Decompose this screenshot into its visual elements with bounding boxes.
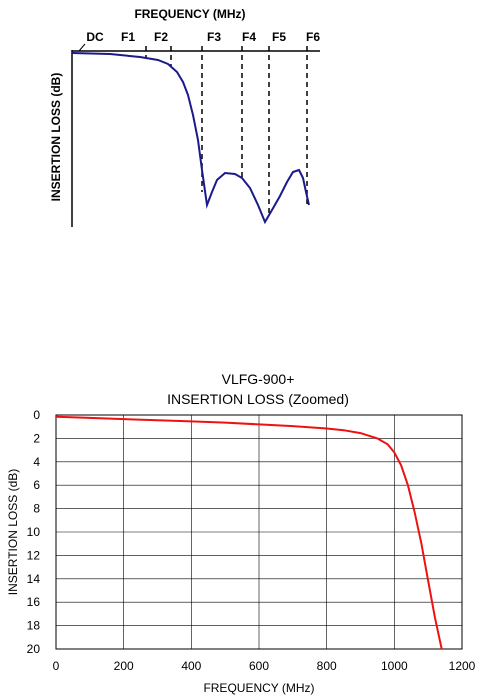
schematic-marker-label: F5 bbox=[272, 30, 286, 44]
y-axis-label: INSERTION LOSS (dB) bbox=[6, 469, 20, 595]
schematic-chart: FREQUENCY (MHz) INSERTION LOSS (dB) DC F1… bbox=[49, 7, 320, 227]
y-tick-label: 12 bbox=[27, 548, 41, 562]
y-tick-label: 18 bbox=[27, 619, 41, 633]
y-tick-label: 14 bbox=[27, 572, 41, 586]
schematic-marker-label: F6 bbox=[306, 30, 320, 44]
x-tick-label: 600 bbox=[249, 659, 269, 673]
schematic-marker-tick bbox=[78, 43, 86, 52]
y-tick-label: 16 bbox=[27, 595, 41, 609]
schematic-marker-label: F2 bbox=[154, 30, 168, 44]
chart-title: VLFG-900+ bbox=[222, 371, 295, 387]
schematic-marker-label: F4 bbox=[242, 30, 256, 44]
schematic-x-axis-label: FREQUENCY (MHz) bbox=[134, 7, 245, 21]
x-axis-label: FREQUENCY (MHz) bbox=[203, 681, 314, 695]
x-tick-label: 1000 bbox=[381, 659, 408, 673]
chart-subtitle: INSERTION LOSS (Zoomed) bbox=[167, 391, 349, 407]
x-tick-label: 800 bbox=[317, 659, 337, 673]
insertion-loss-curve bbox=[56, 415, 443, 649]
y-tick-label: 0 bbox=[33, 408, 40, 422]
y-tick-label: 20 bbox=[27, 642, 41, 656]
y-tick-label: 4 bbox=[33, 455, 40, 469]
y-tick-label: 10 bbox=[27, 525, 41, 539]
x-tick-label: 1200 bbox=[449, 659, 476, 673]
x-tick-label: 400 bbox=[181, 659, 201, 673]
zoomed-chart: VLFG-900+ INSERTION LOSS (Zoomed) 0 2 4 6 8 1… bbox=[6, 371, 476, 695]
y-tick-label: 8 bbox=[33, 502, 40, 516]
schematic-marker-label: F3 bbox=[207, 30, 221, 44]
y-tick-label: 6 bbox=[33, 478, 40, 492]
schematic-y-axis-label: INSERTION LOSS (dB) bbox=[49, 73, 63, 202]
schematic-marker-label: DC bbox=[86, 30, 104, 44]
x-tick-label: 200 bbox=[114, 659, 134, 673]
schematic-marker-label: F1 bbox=[121, 30, 135, 44]
x-tick-label: 0 bbox=[53, 659, 60, 673]
plot-area-border bbox=[55, 414, 463, 650]
schematic-curve bbox=[71, 52, 310, 225]
y-tick-label: 2 bbox=[33, 431, 40, 445]
